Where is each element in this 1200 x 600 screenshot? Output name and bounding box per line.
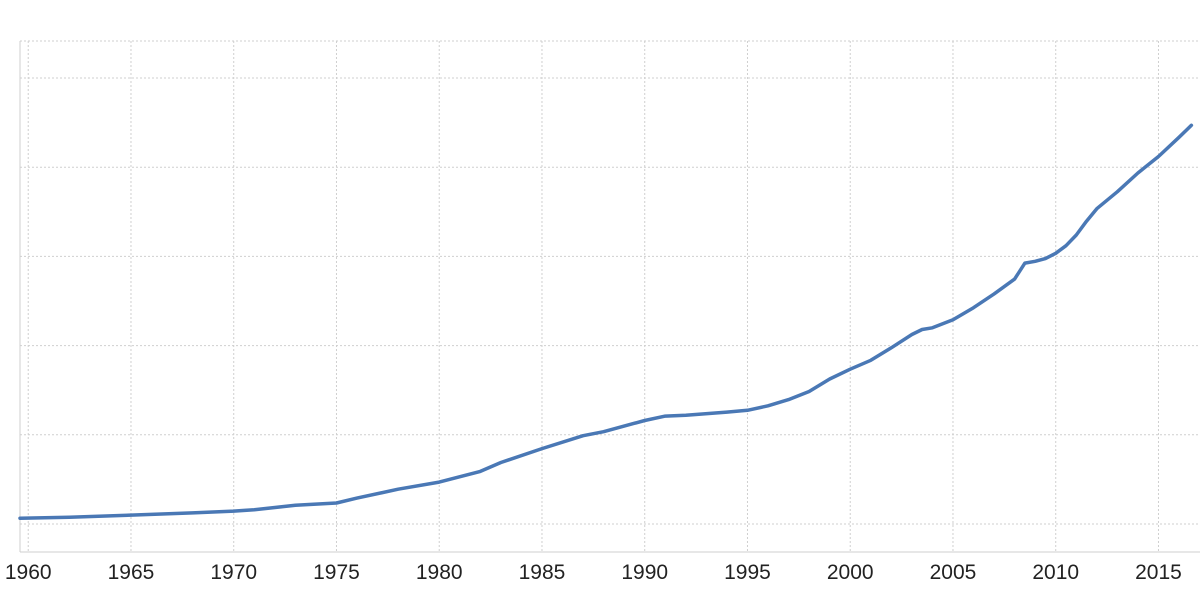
x-tick-label: 1970	[210, 561, 257, 584]
x-tick-label: 1960	[5, 561, 52, 584]
x-tick-label: 2010	[1032, 561, 1079, 584]
series-line	[18, 123, 1194, 520]
x-tick-label: 1980	[416, 561, 463, 584]
x-tick-label: 1975	[313, 561, 360, 584]
x-tick-label: 1965	[108, 561, 155, 584]
x-tick-label: 2000	[827, 561, 874, 584]
x-tick-labels: 1960 1965 1970 1975 1980 1985 1990 1995 2000 2005…	[5, 561, 1182, 584]
x-axis	[19, 41, 1200, 553]
x-tick-label: 1990	[621, 561, 668, 584]
series-layer	[18, 123, 1194, 520]
x-tick-label: 2005	[930, 561, 977, 584]
x-tick-label: 1985	[519, 561, 566, 584]
x-tick-label: 2015	[1135, 561, 1182, 584]
grid	[20, 40, 1200, 552]
x-tick-label: 1995	[724, 561, 771, 584]
